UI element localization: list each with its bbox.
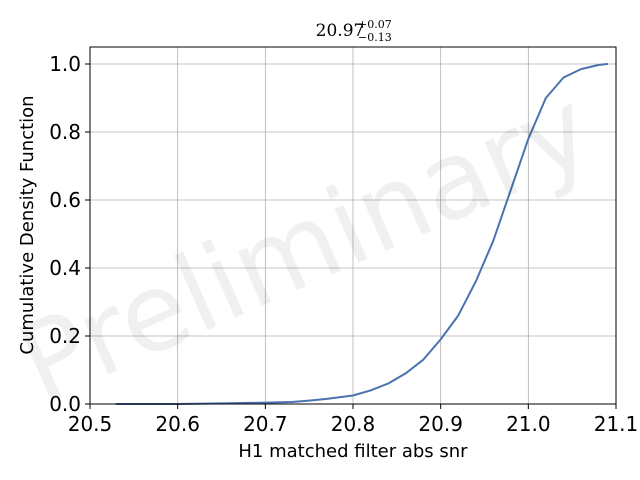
x-tick-label: 20.6 <box>155 412 200 436</box>
x-tick-label: 21.1 <box>594 412 639 436</box>
x-tick-label: 20.8 <box>331 412 376 436</box>
y-tick-label: 0.4 <box>49 256 81 280</box>
title-lower-error: −0.13 <box>358 31 392 44</box>
cdf-series-line <box>115 63 609 405</box>
y-tick-label: 0.0 <box>49 392 81 416</box>
x-tick-label: 21.0 <box>506 412 551 436</box>
x-axis-label: H1 matched filter abs snr <box>238 441 468 462</box>
x-tick-label: 20.7 <box>243 412 288 436</box>
x-tick-label: 20.9 <box>418 412 463 436</box>
chart-title: 20.97 <box>316 21 365 41</box>
x-tick-label: 20.5 <box>68 412 113 436</box>
series-layer <box>115 63 609 405</box>
y-tick-label: 1.0 <box>49 52 81 76</box>
y-axis-label: Cumulative Density Function <box>17 95 38 354</box>
y-tick-label: 0.2 <box>49 324 81 348</box>
ticks: 20.5 20.6 20.7 20.8 20.9 21.0 21.1 0.0 0.2 0.4 0.6… <box>49 52 638 436</box>
y-tick-label: 0.8 <box>49 120 81 144</box>
title-upper-error: +0.07 <box>358 18 392 31</box>
title-value: 20.97 <box>316 21 365 41</box>
y-tick-label: 0.6 <box>49 188 81 212</box>
